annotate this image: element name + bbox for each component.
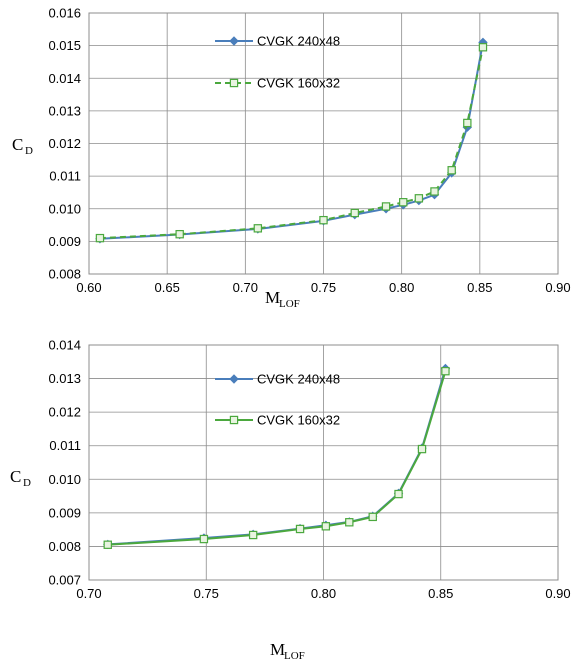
chart1-ytick-label: 0.010 [48,201,81,216]
chart1-series-2-point [381,202,391,211]
chart1-xtick-label: 0.70 [233,280,258,295]
chart2-legend-marker [229,415,239,425]
chart1-xtick-label: 0.90 [545,280,570,295]
chart2-legend-label: CVGK 240x48 [257,372,340,387]
chart2-x-axis-label: M [270,640,285,659]
chart1-x-axis-label: M [265,288,280,307]
chart2-series-2-point [417,444,427,454]
chart1-xtick-label: 0.80 [389,280,414,295]
chart2-series-2-point [441,366,450,376]
chart2-series-2 [103,366,450,549]
chart2-ytick-label: 0.013 [48,371,81,386]
chart2-xtick-label: 0.70 [76,586,101,601]
chart1-legend-item-2: CVGK 160x32 [215,76,340,91]
chart1-series-2-point [414,194,424,203]
chart1-ytick-label: 0.015 [48,38,81,53]
chart2-series-2-line [107,370,447,546]
chart2-ytick-label: 0.014 [48,338,81,353]
chart2: 0.007 0.008 0.009 0.010 0.011 0.012 0.013 0.014… [10,338,571,663]
chart2-xtick-label: 0.75 [194,586,219,601]
chart1-ytick-label: 0.016 [48,6,81,21]
chart2-series-2-point [394,489,403,499]
chart1-series-1-line [99,42,484,240]
chart2-series-2-point [368,512,377,522]
chart1-ytick-label: 0.012 [48,136,81,151]
chart1-ytick-label: 0.009 [48,234,81,249]
chart2-series-2-point [295,524,305,534]
chart1-xtick-label: 0.85 [467,280,492,295]
chart2-y-axis-label: C [10,467,21,486]
chart1-ytick-label: 0.013 [48,103,81,118]
chart1-series-2-line [99,47,484,240]
chart2-ytick-label: 0.009 [48,505,81,520]
chart1-legend-marker [229,36,239,46]
chart1: 0.008 0.009 0.010 0.011 0.012 0.013 0.014 0.015… [12,6,571,311]
chart1-x-axis-sub: LOF [279,298,300,310]
chart1-ytick-label: 0.008 [48,267,81,282]
chart1-series-2-point [463,118,472,128]
chart1-series-2-point [95,233,105,243]
chart2-series-2-point [199,534,209,544]
chart2-series-2-point [103,540,112,549]
chart2-ytick-label: 0.008 [48,539,81,554]
chart1-legend-item-1: CVGK 240x48 [215,34,340,49]
chart1-ytick-label: 0.011 [49,169,81,184]
chart2-series-2-point [321,522,331,531]
chart2-series-1 [103,363,451,550]
chart2-xtick-label: 0.85 [428,586,453,601]
chart2-series-2-point [345,518,354,527]
chart2-legend-item-1: CVGK 240x48 [215,372,340,387]
chart1-series-2 [95,43,488,243]
chart1-series-2-point [175,229,184,239]
chart1-ytick-label: 0.014 [48,71,81,86]
chart1-series-2-point [478,43,488,52]
chart1-frame [88,12,559,275]
chart2-xtick-label: 0.80 [311,586,336,601]
chart1-legend-label: CVGK 160x32 [257,76,340,91]
chart2-xtick-label: 0.90 [545,586,570,601]
chart2-ytick-label: 0.007 [48,573,81,588]
chart2-x-axis-sub: LOF [284,650,305,662]
chart2-ytick-label: 0.010 [48,472,81,487]
chart2-y-axis-sub: D [23,477,31,489]
chart2-legend-label: CVGK 160x32 [257,413,340,428]
chart2-legend-item-2: CVGK 160x32 [215,413,340,428]
chart2-series-2-point [248,530,258,540]
chart1-series-2-point [399,198,408,207]
chart1-y-axis-label: C [12,135,23,154]
chart2-series-1-line [107,368,447,546]
chart1-xtick-label: 0.60 [76,280,101,295]
chart1-xtick-label: 0.75 [311,280,336,295]
chart1-xtick-label: 0.65 [155,280,180,295]
chart1-series-2-point [430,187,439,196]
chart1-series-1 [95,37,488,244]
chart1-y-axis-sub: D [25,145,33,157]
chart1-legend-label: CVGK 240x48 [257,34,340,49]
chart2-legend-marker [229,374,239,384]
chart1-series-2-point [447,166,456,175]
chart1-legend-marker [229,78,239,88]
chart2-ytick-label: 0.011 [49,438,81,453]
chart1-series-2-point [350,208,359,218]
chart1-series-2-point [319,215,328,225]
chart2-frame [88,344,559,581]
chart1-series-2-point [253,224,263,233]
chart2-ytick-label: 0.012 [48,405,81,420]
